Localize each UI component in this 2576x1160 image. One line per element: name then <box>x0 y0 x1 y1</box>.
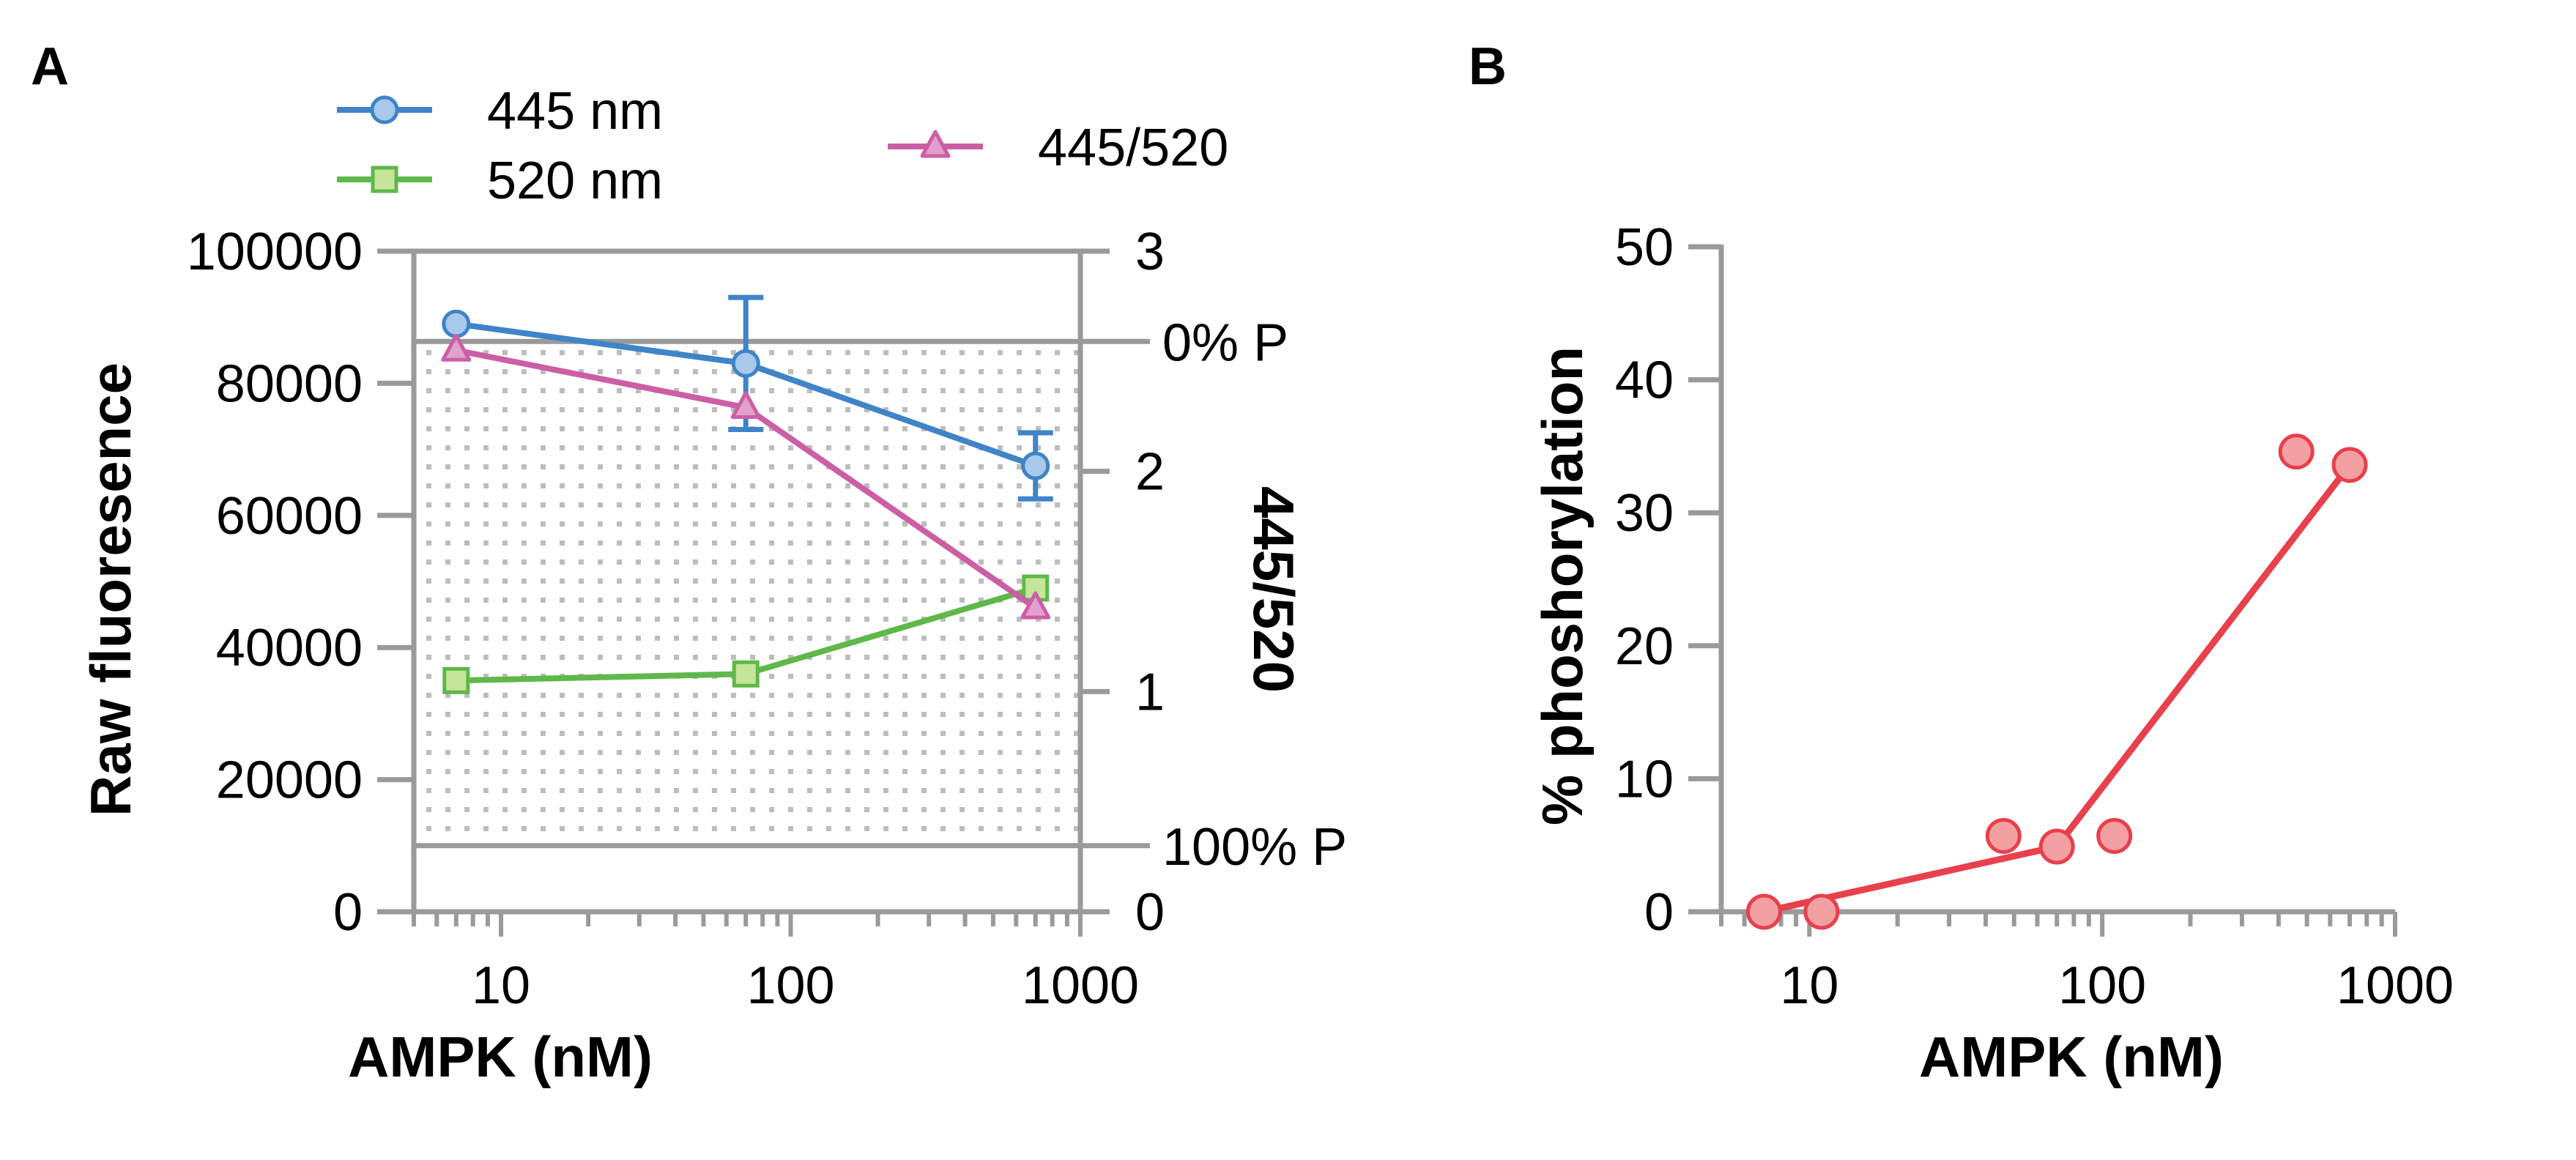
y2-tick-label: 2 <box>1135 443 1165 502</box>
y-tick-label: 60000 <box>216 487 363 546</box>
data-point <box>1020 591 1051 620</box>
data-point <box>1985 817 2022 854</box>
data-point <box>441 333 472 362</box>
x-tick-label: 10 <box>472 956 530 1015</box>
panel-b-chart: B 0 10 20 30 40 50 10 100 1000 AMPK (nM) % phoshory… <box>1469 37 2454 1089</box>
y-tick-label: 100000 <box>187 223 363 281</box>
legend-marker <box>920 130 951 158</box>
y-tick-label: 20000 <box>216 751 363 810</box>
y-tick-label: 0 <box>1644 883 1674 942</box>
panel-a-chart: A 0% P 100% P 0 20000 40000 60000 80000 100000 0 1… <box>31 37 1347 1089</box>
data-point <box>2278 434 2315 470</box>
x-tick-label: 100 <box>746 956 834 1015</box>
data-point <box>1803 893 1840 930</box>
y2-tick-label: 0 <box>1135 883 1165 942</box>
legend-marker <box>370 95 399 124</box>
data-point <box>2096 817 2133 854</box>
y2-tick-label: 1 <box>1135 663 1165 721</box>
x-axis-title: AMPK (nM) <box>348 1025 653 1089</box>
data-point <box>2331 447 2368 483</box>
data-point <box>1021 451 1050 480</box>
data-point <box>1022 574 1050 602</box>
x-tick-label: 10 <box>1780 956 1838 1015</box>
x-tick-label: 100 <box>2058 956 2146 1015</box>
panel-label: A <box>31 37 69 96</box>
data-point <box>730 390 761 419</box>
data-point <box>2038 828 2075 865</box>
x-tick-label: 1000 <box>1022 956 1139 1015</box>
y-tick-label: 30 <box>1615 484 1674 543</box>
y-tick-label: 20 <box>1615 617 1674 676</box>
legend-label: 445/520 <box>1038 119 1228 177</box>
legend-label: 520 nm <box>487 152 663 210</box>
panel-label: B <box>1469 37 1507 96</box>
y-tick-label: 80000 <box>216 354 363 413</box>
y2-tick-label: 3 <box>1135 223 1165 281</box>
y-axis-title: Raw fluoresence <box>78 362 143 817</box>
reference-line-label: 0% P <box>1162 313 1288 372</box>
y-tick-label: 0 <box>333 883 363 942</box>
x-tick-label: 1000 <box>2336 956 2454 1015</box>
data-point <box>1745 893 1782 930</box>
y-tick-label: 40 <box>1615 352 1674 410</box>
legend-marker <box>371 166 398 193</box>
y-tick-label: 40000 <box>216 619 363 677</box>
legend-label: 445 nm <box>487 82 663 141</box>
data-point <box>442 666 470 694</box>
y-tick-label: 10 <box>1615 750 1674 808</box>
x-axis-title: AMPK (nM) <box>1919 1025 2224 1089</box>
y-axis-title: % phoshorylation <box>1530 346 1595 825</box>
y-tick-label: 50 <box>1615 218 1674 277</box>
data-point <box>731 349 760 378</box>
data-point <box>732 660 760 688</box>
y2-axis-title: 445/520 <box>1241 486 1306 693</box>
data-point <box>442 309 471 338</box>
reference-line-label: 100% P <box>1162 818 1347 877</box>
